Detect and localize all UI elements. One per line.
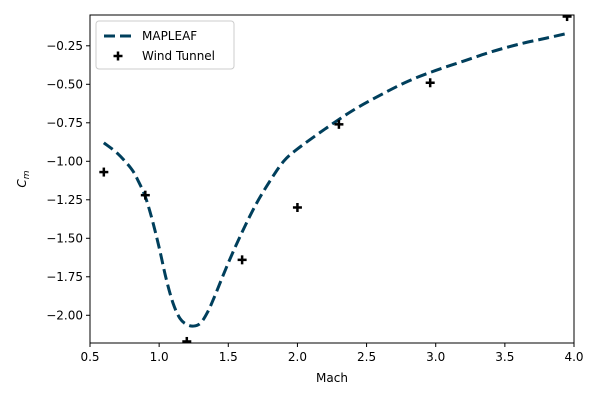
x-tick-label: 2.5 <box>357 350 376 364</box>
x-axis-label: Mach <box>316 371 348 385</box>
data-point-wind-tunnel <box>140 190 150 200</box>
data-point-wind-tunnel <box>562 15 572 22</box>
data-point-wind-tunnel <box>334 119 344 129</box>
legend-swatch-wind-tunnel <box>113 51 123 61</box>
x-tick-label: 4.0 <box>564 350 583 364</box>
y-tick-label: −1.25 <box>46 193 83 207</box>
data-point-wind-tunnel <box>292 202 302 212</box>
y-tick-label: −0.25 <box>46 39 83 53</box>
data-point-wind-tunnel <box>425 78 435 88</box>
legend-label-mapleaf: MAPLEAF <box>142 29 197 43</box>
x-axis: 0.5 1.0 1.5 2.0 2.5 3.0 3.5 4.0 <box>80 343 584 364</box>
y-tick-label: −0.50 <box>46 77 83 91</box>
y-tick-label: −1.50 <box>46 231 83 245</box>
x-tick-label: 3.5 <box>495 350 514 364</box>
data-point-wind-tunnel <box>237 255 247 265</box>
x-tick-label: 0.5 <box>80 350 99 364</box>
y-tick-label: −2.00 <box>46 308 83 322</box>
legend-label-wind-tunnel: Wind Tunnel <box>142 49 215 63</box>
x-tick-label: 3.0 <box>426 350 445 364</box>
x-tick-label: 2.0 <box>288 350 307 364</box>
x-tick-label: 1.0 <box>150 350 169 364</box>
y-axis-label: Cm <box>15 170 32 187</box>
y-axis-label-subscript: m <box>22 170 32 179</box>
plot-background <box>90 15 574 343</box>
data-point-wind-tunnel <box>182 336 192 343</box>
legend: MAPLEAF Wind Tunnel <box>95 20 235 70</box>
series-line-mapleaf <box>102 32 568 328</box>
legend-box <box>95 20 235 70</box>
x-tick-label: 1.5 <box>219 350 238 364</box>
data-point-wind-tunnel <box>99 167 109 177</box>
y-tick-label: −1.00 <box>46 154 83 168</box>
y-axis: −2.00 −1.75 −1.50 −1.25 −1.00 −0.75 −0.50 −0.25 <box>46 39 90 322</box>
y-tick-label: −0.75 <box>46 116 83 130</box>
series-layer <box>99 15 572 343</box>
y-tick-label: −1.75 <box>46 270 83 284</box>
plot-frame <box>89 14 575 344</box>
